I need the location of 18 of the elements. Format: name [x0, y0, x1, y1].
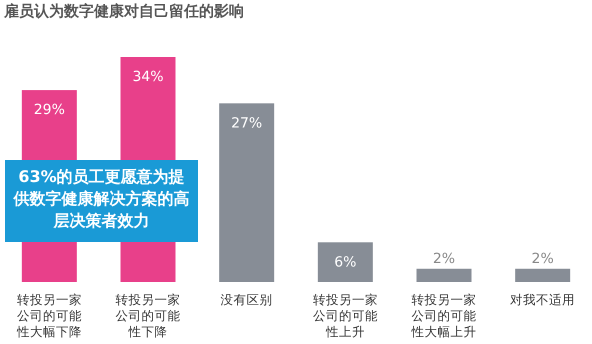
x-tick-label: 转投另一家公司的可能性大幅上升: [410, 292, 478, 340]
bar: [515, 268, 570, 282]
bar: [318, 242, 373, 282]
x-tick-label: 转投另一家公司的可能性大幅下降: [16, 292, 83, 340]
data-label: 34%: [132, 69, 164, 85]
bar: [416, 268, 472, 282]
x-tick-label: 转投另一家公司的可能性下降: [114, 292, 182, 340]
chart-title: 雇员认为数字健康对自己留任的影响: [4, 2, 244, 21]
x-tick-label: 对我不适用: [509, 292, 576, 308]
data-label: 27%: [231, 115, 262, 132]
data-label: 6%: [334, 254, 356, 270]
data-label: 2%: [432, 250, 456, 267]
annotation: 63%的员工更愿意为提供数字健康解决方案的高层决策者效力: [5, 160, 198, 242]
x-tick-label: 没有区别: [220, 292, 274, 308]
data-label: 29%: [34, 102, 65, 118]
x-tick-label: 转投另一家公司的可能性上升: [312, 292, 379, 340]
data-label: 2%: [532, 250, 554, 267]
bar: [219, 103, 274, 282]
